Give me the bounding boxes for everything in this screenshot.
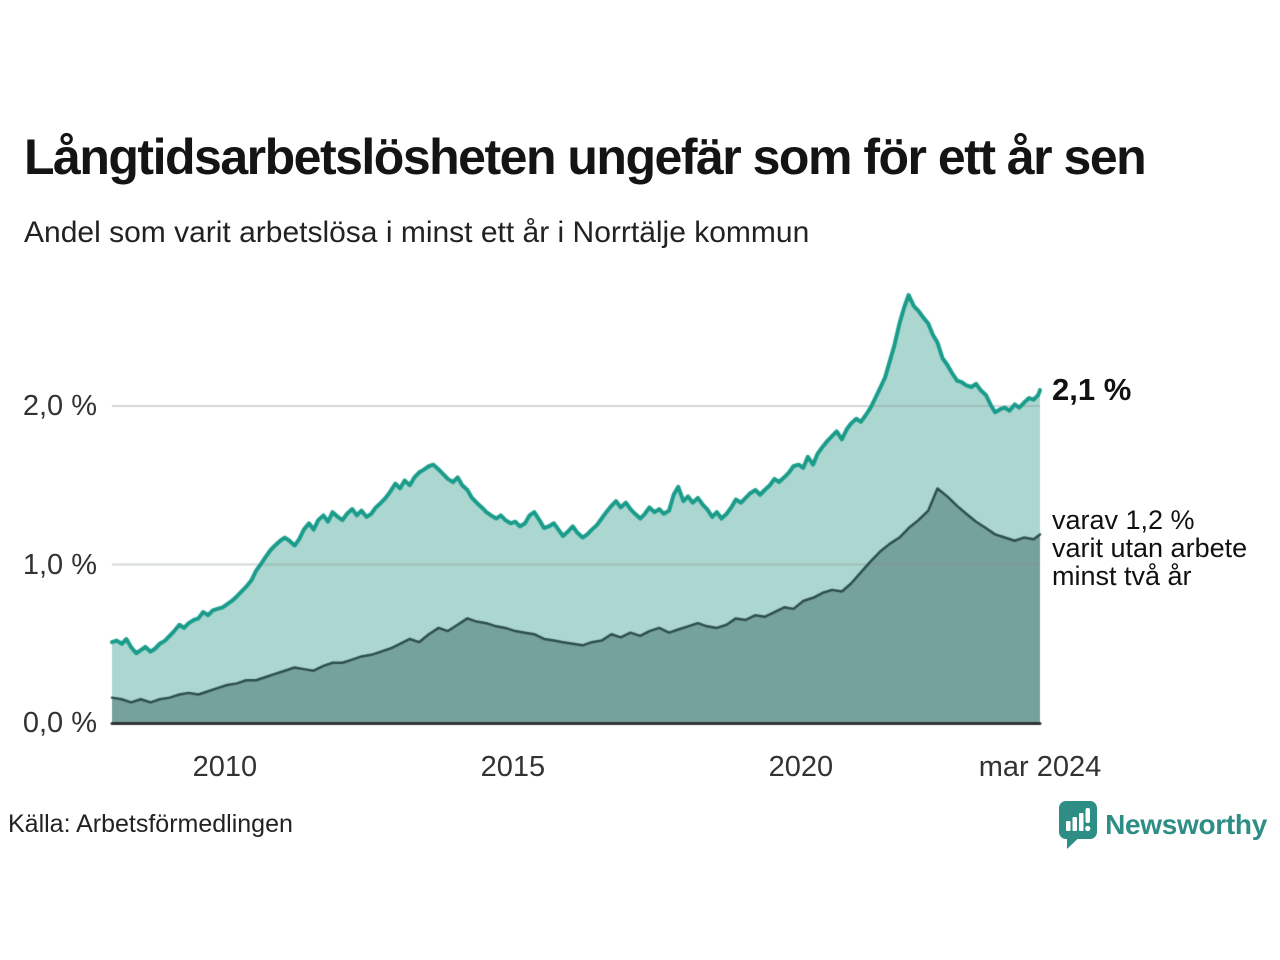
x-axis-tick-2020: 2020	[768, 751, 834, 783]
latest-value-label: 2,1 %	[1052, 372, 1132, 408]
x-axis-tick-mar-2024: mar 2024	[978, 751, 1102, 783]
y-axis-tick-0: 0,0 %	[22, 707, 97, 739]
page-title: Långtidsarbetslösheten ungefär som för e…	[24, 129, 1147, 185]
source-credit: Källa: Arbetsförmedlingen	[8, 810, 293, 838]
subset-value-label: varav 1,2 % varit utan arbete minst två …	[1052, 504, 1248, 591]
newsworthy-logo: Newsworthy	[1058, 799, 1267, 851]
page-subtitle: Andel som varit arbetslösa i minst ett å…	[24, 216, 810, 249]
y-axis-tick-2: 2,0 %	[22, 390, 97, 422]
x-axis-tick-2015: 2015	[480, 751, 546, 783]
newsworthy-wordmark: Newsworthy	[1105, 809, 1267, 840]
newsworthy-bubble-icon	[1058, 800, 1098, 850]
x-axis-tick-2010: 2010	[192, 751, 258, 783]
y-axis-tick-1: 1,0 %	[22, 548, 97, 581]
